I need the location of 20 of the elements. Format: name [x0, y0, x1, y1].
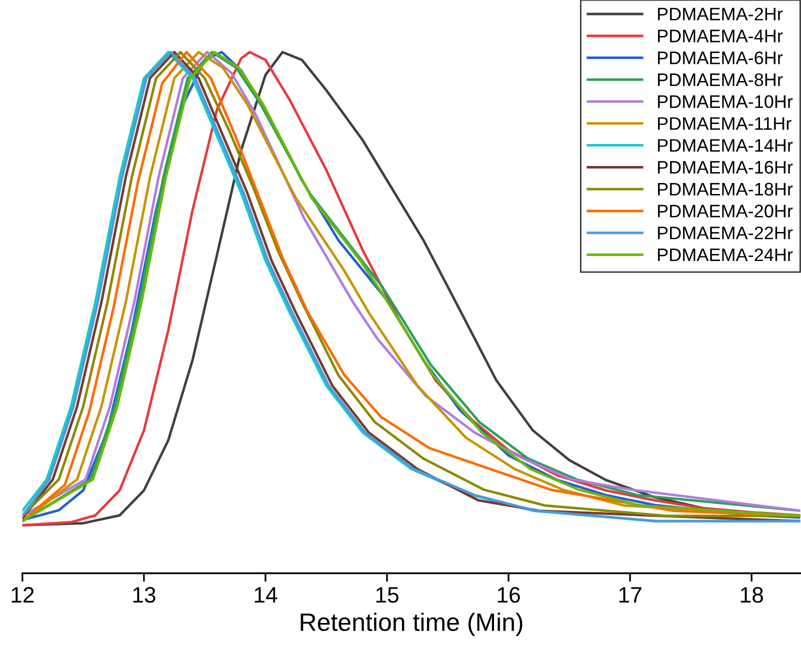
legend-label: PDMAEMA-8Hr — [658, 73, 783, 86]
legend-label: PDMAEMA-2Hr — [658, 8, 783, 20]
legend-label: PDMAEMA-10Hr — [658, 95, 793, 108]
x-tick-label: 17 — [619, 587, 642, 603]
legend-label: PDMAEMA-16Hr — [658, 160, 793, 174]
x-tick-label: 13 — [133, 587, 156, 603]
x-tick-label: 15 — [376, 587, 398, 603]
legend-label: PDMAEMA-14Hr — [658, 139, 793, 152]
legend-label: PDMAEMA-4Hr — [658, 30, 783, 42]
legend-label: PDMAEMA-18Hr — [658, 182, 793, 196]
legend-label: PDMAEMA-11Hr — [658, 117, 792, 130]
x-tick-label: 16 — [498, 587, 520, 603]
x-tick-label: 12 — [12, 587, 34, 603]
legend-label: PDMAEMA-22Hr — [658, 226, 793, 240]
legend-label: PDMAEMA-6Hr — [658, 51, 783, 64]
x-tick-label: 14 — [254, 587, 278, 603]
legend-label: PDMAEMA-24Hr — [658, 248, 793, 262]
x-axis-title: Retention time (Min) — [300, 612, 522, 636]
legend-label: PDMAEMA-20Hr — [658, 204, 793, 218]
x-tick-label: 18 — [740, 587, 763, 603]
